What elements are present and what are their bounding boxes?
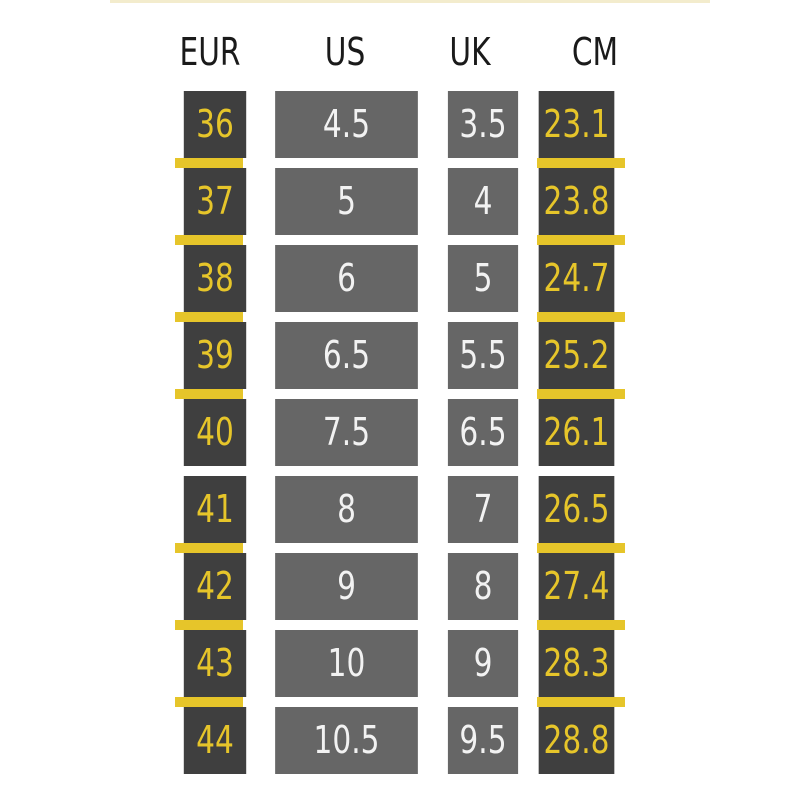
cell-us: 6 [275,245,418,312]
row-separator [175,235,625,245]
cell-us: 7.5 [275,399,418,466]
top-accent-line [110,0,710,3]
cell-uk: 4 [447,168,519,235]
cell-eur: 40 [183,399,247,466]
table-row: 36 4.5 3.5 23.1 [175,91,625,158]
row-separator [175,697,625,707]
cell-uk: 3.5 [447,91,519,158]
accent-bar-right [537,697,625,707]
cell-cm: 25.2 [538,322,615,389]
row-separator [175,158,625,168]
cell-eur: 42 [183,553,247,620]
cell-us: 10 [275,630,418,697]
header-uk: UK [449,30,491,74]
accent-bar-right [537,312,625,322]
header-eur: EUR [179,30,241,74]
row-separator [175,312,625,322]
header-cm: CM [571,30,619,74]
cell-us: 8 [275,476,418,543]
accent-bar-right [537,543,625,553]
table-row: 44 10.5 9.5 28.8 [175,707,625,774]
row-separator [175,389,625,399]
table-row: 38 6 5 24.7 [175,245,625,312]
cell-eur: 39 [183,322,247,389]
accent-bar-right [537,158,625,168]
header-us: US [324,30,366,74]
cell-uk: 7 [447,476,519,543]
accent-bar-left [175,235,243,245]
cell-us: 4.5 [275,91,418,158]
cell-uk: 5.5 [447,322,519,389]
table-row: 41 8 7 26.5 [175,476,625,543]
accent-bar-left [175,620,243,630]
cell-eur: 36 [183,91,247,158]
cell-eur: 38 [183,245,247,312]
accent-bar-right [537,620,625,630]
cell-cm: 23.1 [538,91,615,158]
table-row: 43 10 9 28.3 [175,630,625,697]
table-row: 42 9 8 27.4 [175,553,625,620]
cell-uk: 8 [447,553,519,620]
cell-us: 6.5 [275,322,418,389]
cell-us: 5 [275,168,418,235]
row-separator [175,620,625,630]
cell-cm: 27.4 [538,553,615,620]
cell-uk: 6.5 [447,399,519,466]
cell-uk: 5 [447,245,519,312]
accent-bar-right [537,235,625,245]
row-separator [175,543,625,553]
size-table-header: EUR US UK CM [0,22,800,82]
cell-cm: 26.1 [538,399,615,466]
accent-bar-left [175,543,243,553]
cell-cm: 26.5 [538,476,615,543]
cell-eur: 37 [183,168,247,235]
cell-cm: 24.7 [538,245,615,312]
table-row: 39 6.5 5.5 25.2 [175,322,625,389]
accent-bar-left [175,312,243,322]
accent-bar-left [175,697,243,707]
cell-uk: 9 [447,630,519,697]
table-row: 37 5 4 23.8 [175,168,625,235]
cell-us: 9 [275,553,418,620]
cell-uk: 9.5 [447,707,519,774]
cell-eur: 41 [183,476,247,543]
cell-us: 10.5 [275,707,418,774]
row-separator [175,466,625,476]
cell-cm: 23.8 [538,168,615,235]
accent-bar-left [175,158,243,168]
cell-cm: 28.3 [538,630,615,697]
accent-bar-right [537,389,625,399]
cell-eur: 44 [183,707,247,774]
accent-bar-left [175,389,243,399]
table-row: 40 7.5 6.5 26.1 [175,399,625,466]
cell-eur: 43 [183,630,247,697]
size-conversion-table: 36 4.5 3.5 23.1 37 5 4 23.8 38 6 5 24.7 39 6.5 5.5 25.2… [175,91,625,774]
cell-cm: 28.8 [538,707,615,774]
